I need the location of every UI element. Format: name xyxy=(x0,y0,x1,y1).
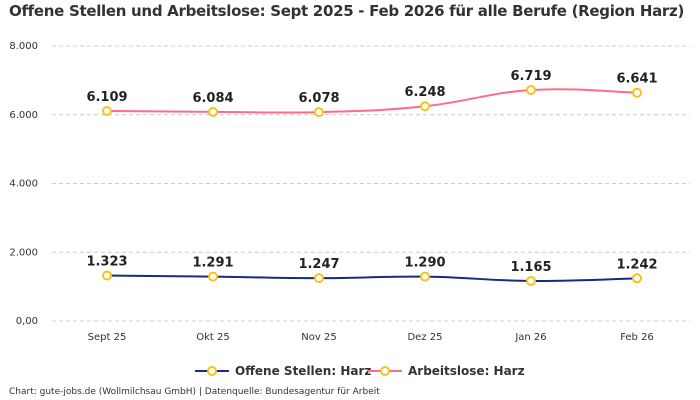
legend-marker xyxy=(380,366,390,376)
data-point xyxy=(526,275,536,286)
data-point xyxy=(526,85,536,96)
data-point xyxy=(420,101,430,112)
y-tick-label: 6.000 xyxy=(9,110,38,121)
legend-label: Arbeitslose: Harz xyxy=(408,364,525,378)
data-label: 6.109 xyxy=(86,90,127,105)
data-point xyxy=(102,106,112,117)
data-label: 6.719 xyxy=(510,69,551,84)
data-label: 1.323 xyxy=(86,255,127,270)
source-footer: Chart: gute-jobs.de (Wollmilchsau GmbH) … xyxy=(9,387,380,397)
data-label: 6.078 xyxy=(298,91,339,106)
data-point xyxy=(208,106,218,117)
legend-marker xyxy=(207,366,217,376)
x-tick-label: Nov 25 xyxy=(301,332,336,343)
data-label: 1.165 xyxy=(510,260,551,275)
data-point xyxy=(632,87,642,98)
legend-label: Offene Stellen: Harz xyxy=(235,364,371,378)
data-point xyxy=(314,273,324,284)
series-line xyxy=(106,274,638,282)
data-point xyxy=(314,107,324,118)
data-label: 1.247 xyxy=(298,257,339,272)
data-label: 6.084 xyxy=(192,91,233,106)
x-tick-label: Dez 25 xyxy=(407,332,442,343)
data-label: 1.291 xyxy=(192,256,233,271)
data-point xyxy=(632,273,642,284)
data-point xyxy=(420,271,430,282)
chart-title: Offene Stellen und Arbeitslose: Sept 202… xyxy=(9,2,685,20)
y-tick-label: 8.000 xyxy=(9,41,38,52)
x-tick-label: Sept 25 xyxy=(88,332,127,343)
data-label: 1.242 xyxy=(616,257,657,272)
data-label: 1.290 xyxy=(404,256,445,271)
x-tick-label: Feb 26 xyxy=(620,332,654,343)
data-point xyxy=(102,270,112,281)
y-tick-label: 4.000 xyxy=(9,179,38,190)
y-tick-label: 2.000 xyxy=(9,247,38,258)
data-label: 6.248 xyxy=(404,85,445,100)
y-tick-label: 0,00 xyxy=(16,316,38,327)
data-label: 6.641 xyxy=(616,72,657,87)
data-point xyxy=(208,271,218,282)
x-tick-label: Jan 26 xyxy=(514,332,546,343)
x-tick-label: Okt 25 xyxy=(196,332,230,343)
series-line xyxy=(106,88,638,114)
